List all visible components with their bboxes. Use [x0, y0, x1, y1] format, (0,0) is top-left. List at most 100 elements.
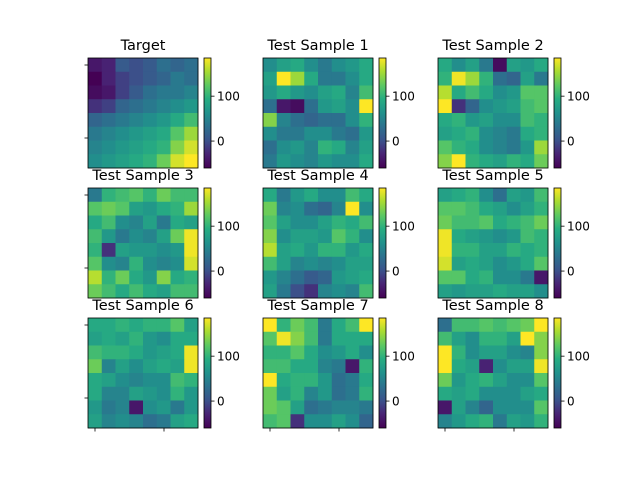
heatmap-cell [115, 85, 130, 100]
heatmap-cell [451, 113, 466, 128]
heatmap-cell [156, 126, 171, 141]
heatmap-cell [276, 85, 291, 100]
heatmap-cell [276, 331, 291, 346]
heatmap-cell [290, 229, 305, 244]
heatmap-cell [156, 400, 171, 415]
heatmap-cell [184, 359, 199, 374]
heatmap-cell [184, 71, 199, 86]
heatmap-cell [520, 284, 535, 299]
heatmap-cell [101, 359, 116, 374]
heatmap-cell [276, 373, 291, 388]
heatmap-cell [479, 243, 494, 258]
heatmap-cell [170, 373, 185, 388]
heatmap-cell [170, 140, 185, 155]
heatmap-cell [451, 229, 466, 244]
heatmap-cell [290, 140, 305, 155]
heatmap-cell [129, 85, 144, 100]
heatmap-cell [318, 331, 333, 346]
axes-frame [437, 187, 549, 299]
heatmap-cell [451, 345, 466, 360]
heatmap-cell [88, 85, 103, 100]
heatmap-cell [506, 140, 521, 155]
heatmap-cell [129, 126, 144, 141]
heatmap-cell [263, 284, 278, 299]
heatmap-cell [359, 58, 374, 73]
heatmap-cell [451, 188, 466, 203]
heatmap-cell [345, 270, 360, 285]
colorbar-tick-label: 0 [567, 395, 575, 409]
heatmap-cell [276, 256, 291, 271]
heatmap-cell [493, 215, 508, 230]
heatmap-cell [479, 188, 494, 203]
heatmap-cell [359, 229, 374, 244]
heatmap-cell [479, 113, 494, 128]
colorbar-tick-label: 0 [392, 395, 400, 409]
heatmap-cell [331, 373, 346, 388]
heatmap-cell [534, 99, 549, 114]
heatmap-cell [156, 373, 171, 388]
heatmap-cell [290, 201, 305, 216]
heatmap-cell [534, 71, 549, 86]
heatmap-cell [129, 201, 144, 216]
heatmap-cell [304, 243, 319, 258]
heatmap-cell [345, 99, 360, 114]
heatmap-cell [184, 229, 199, 244]
heatmap-cell [143, 373, 158, 388]
colorbar-tick-label: 100 [217, 350, 240, 364]
heatmap-cell [318, 58, 333, 73]
heatmap-cell [318, 256, 333, 271]
heatmap-cell [331, 318, 346, 333]
heatmap-cell [506, 71, 521, 86]
heatmap-cell [184, 256, 199, 271]
heatmap-cell [129, 243, 144, 258]
heatmap-cell [479, 71, 494, 86]
heatmap-cell [304, 270, 319, 285]
heatmap-cell [506, 414, 521, 429]
heatmap-cell [331, 270, 346, 285]
heatmap-cell [143, 201, 158, 216]
heatmap-cell [359, 359, 374, 374]
heatmap-cell [479, 345, 494, 360]
heatmap-cell [465, 243, 480, 258]
heatmap-cell [534, 126, 549, 141]
heatmap-cell [493, 318, 508, 333]
heatmap-cell [276, 229, 291, 244]
heatmap-cell [263, 71, 278, 86]
heatmap-cell [263, 373, 278, 388]
axes-frame [262, 57, 374, 169]
subplot: Test Sample 1 0 100 [262, 38, 415, 169]
heatmap-cell [520, 243, 535, 258]
heatmap-cell [318, 99, 333, 114]
axes-frame [87, 317, 199, 429]
heatmap-cell [520, 215, 535, 230]
heatmap-cell [184, 126, 199, 141]
heatmap-cell [88, 99, 103, 114]
heatmap-cell [345, 331, 360, 346]
heatmap-cell [438, 318, 453, 333]
heatmap-cell [451, 71, 466, 86]
heatmap-cell [506, 345, 521, 360]
colorbar [553, 317, 562, 429]
heatmap-cell [290, 126, 305, 141]
heatmap-cell [493, 71, 508, 86]
heatmap-cell [465, 154, 480, 169]
heatmap-cell [170, 113, 185, 128]
heatmap-cell [331, 215, 346, 230]
heatmap-cell [304, 140, 319, 155]
heatmap-cell [184, 284, 199, 299]
heatmap-cell [170, 414, 185, 429]
heatmap-cell [331, 229, 346, 244]
heatmap-cell [88, 188, 103, 203]
heatmap-cell [290, 113, 305, 128]
heatmap-cell [115, 331, 130, 346]
heatmap-cell [438, 154, 453, 169]
heatmap-cell [506, 386, 521, 401]
heatmap-cell [276, 400, 291, 415]
heatmap-cell [304, 229, 319, 244]
heatmap-cell [88, 243, 103, 258]
heatmap-cell [438, 243, 453, 258]
heatmap-cell [359, 414, 374, 429]
heatmap-cell [465, 386, 480, 401]
heatmap-cell [101, 243, 116, 258]
heatmap-cell [115, 414, 130, 429]
